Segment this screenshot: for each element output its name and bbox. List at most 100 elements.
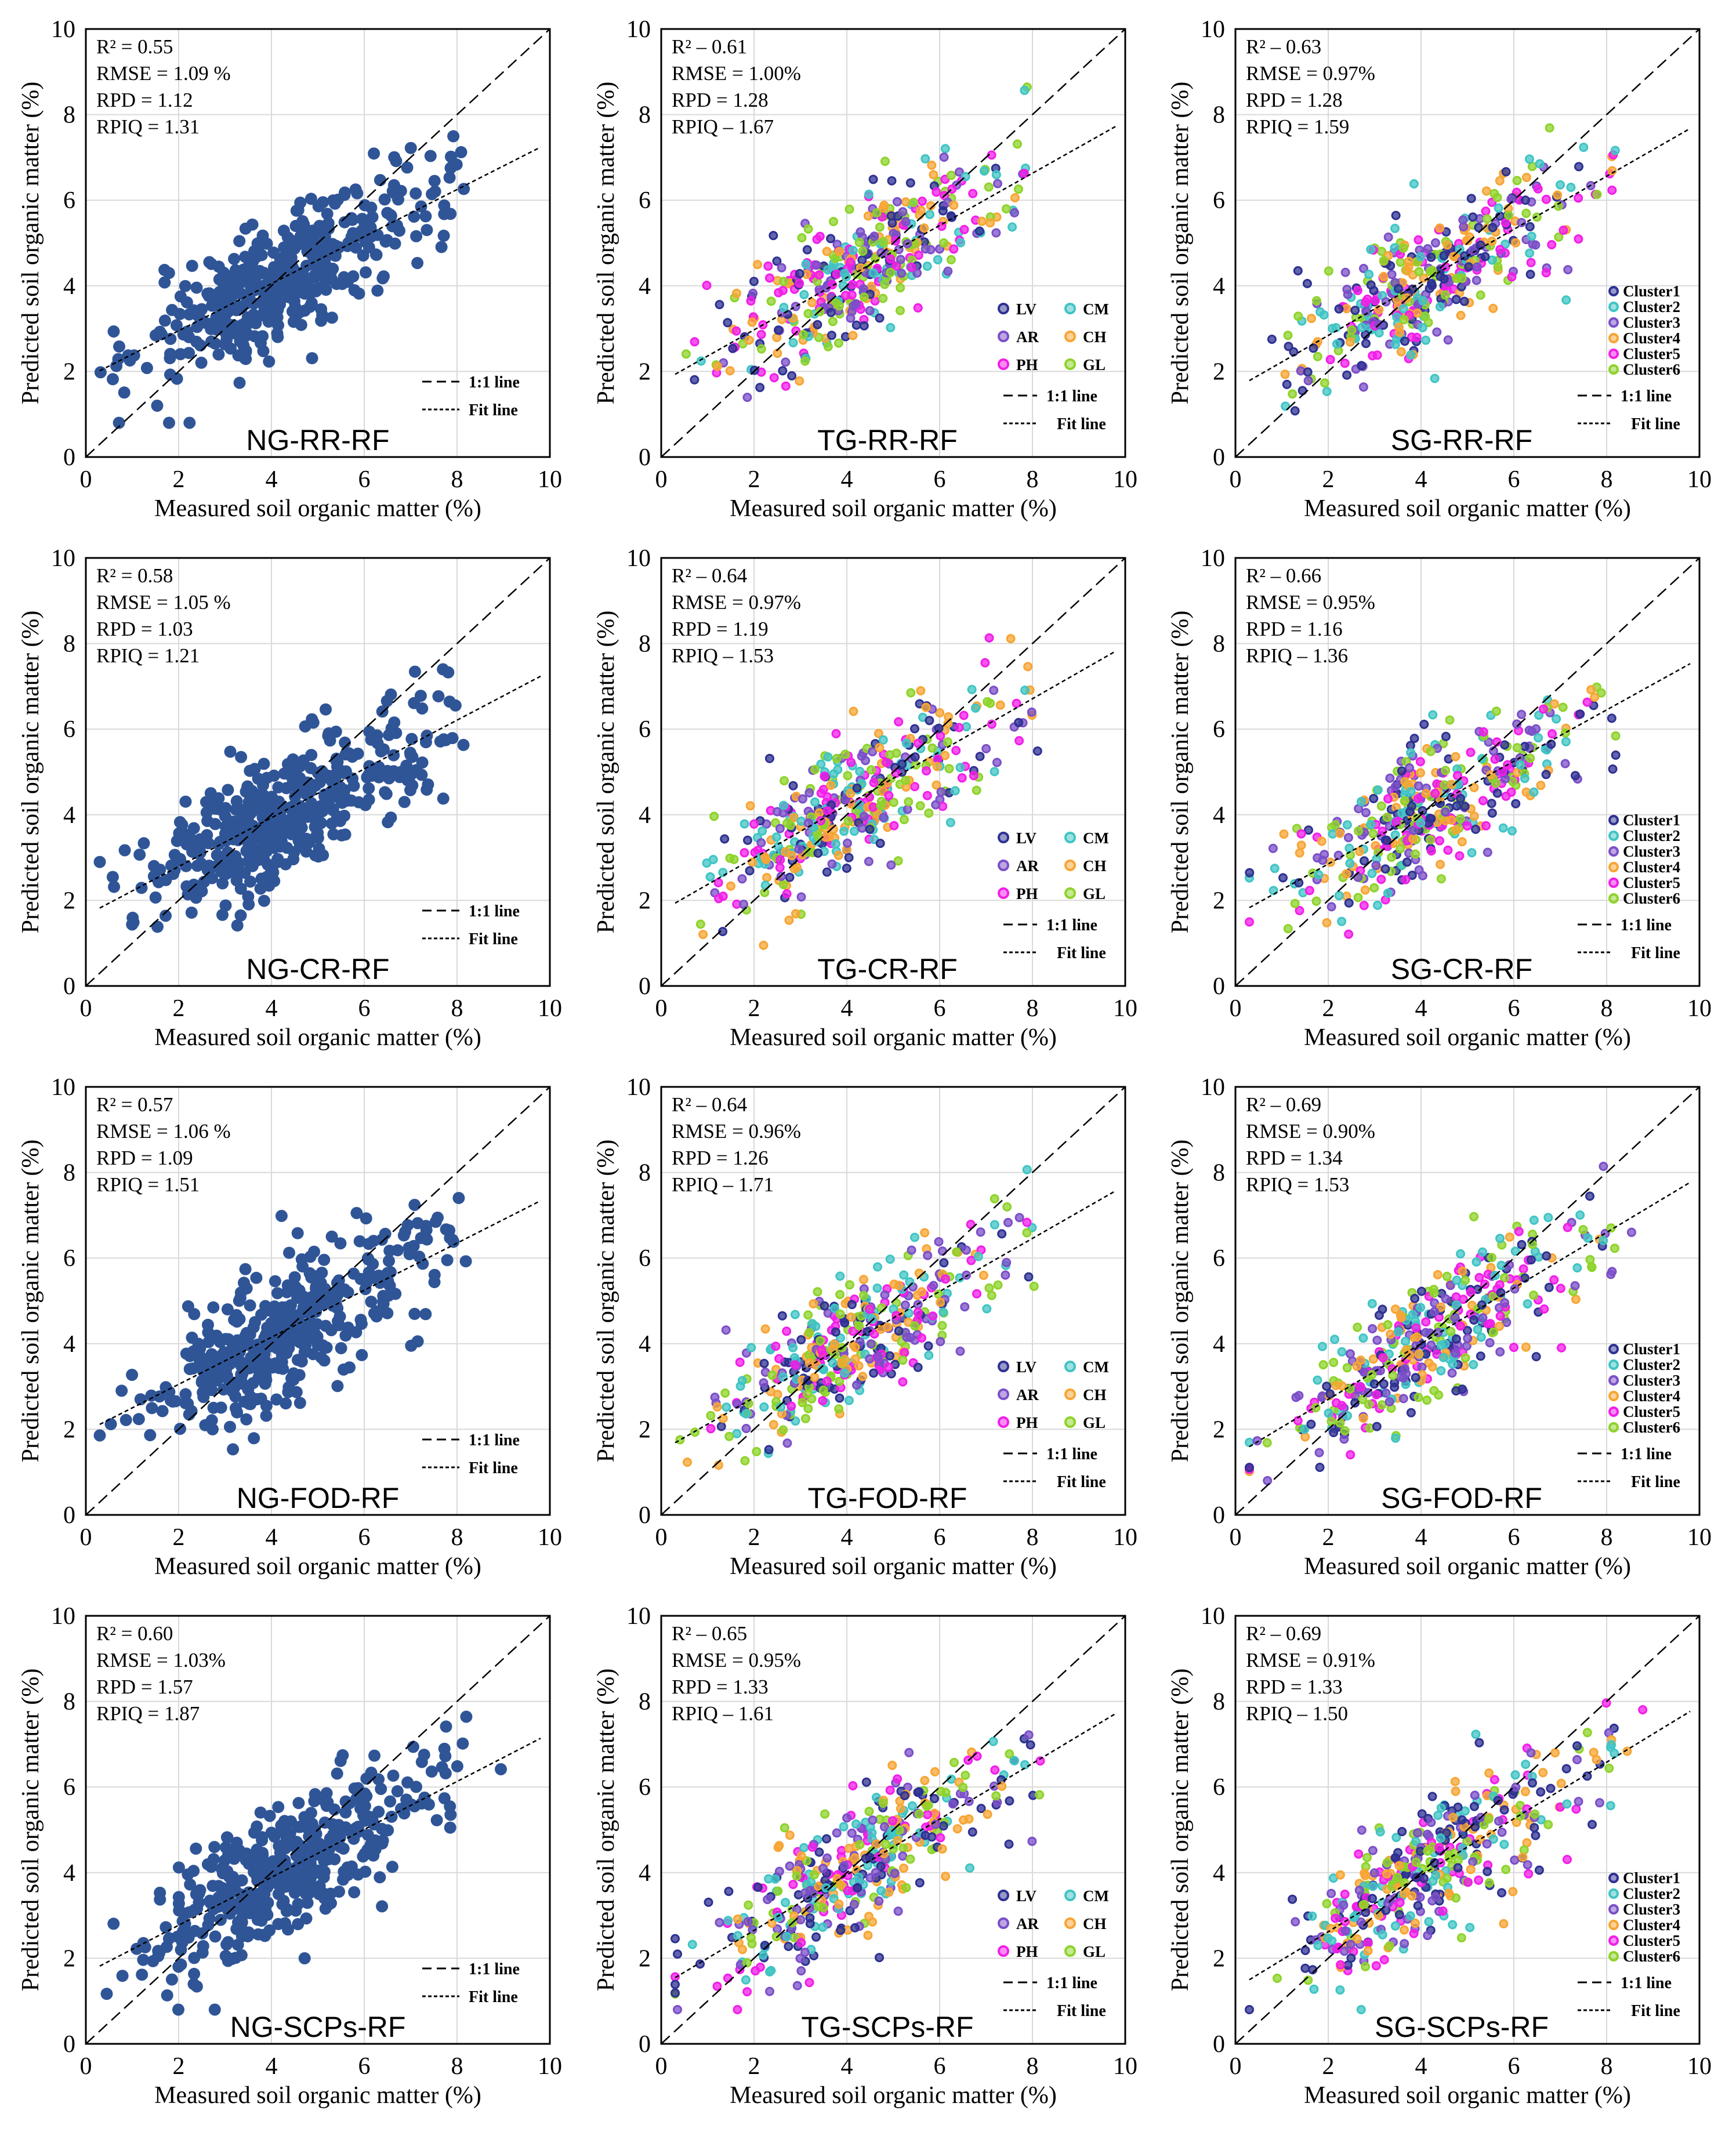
- data-point: [271, 1287, 284, 1300]
- data-point: [787, 851, 797, 861]
- legend-marker: [1608, 317, 1619, 328]
- data-point: [848, 331, 858, 340]
- data-point: [1406, 1408, 1416, 1417]
- x-tick-label: 10: [538, 995, 562, 1022]
- legend-label: PH: [1016, 1414, 1038, 1431]
- data-point: [318, 1253, 331, 1266]
- data-point: [1473, 1325, 1483, 1335]
- data-point: [934, 1237, 944, 1246]
- data-point: [868, 175, 878, 184]
- legend-marker: [1064, 1361, 1076, 1372]
- data-point: [289, 220, 302, 233]
- data-point: [1382, 813, 1392, 822]
- data-point: [745, 866, 755, 876]
- data-point: [813, 320, 822, 329]
- data-point: [183, 1350, 196, 1362]
- data-point: [132, 1413, 145, 1426]
- data-point: [247, 842, 259, 854]
- data-point: [1369, 793, 1379, 803]
- data-point: [1607, 713, 1617, 723]
- data-point: [787, 1401, 796, 1411]
- panel-title: NG-FOD-RF: [237, 1482, 400, 1514]
- data-point: [256, 1834, 269, 1847]
- data-point: [1418, 322, 1427, 332]
- data-point: [263, 355, 276, 368]
- data-point: [796, 1335, 806, 1344]
- data-point: [822, 806, 832, 816]
- data-point: [154, 1887, 166, 1899]
- data-point: [907, 1801, 917, 1811]
- data-point: [206, 872, 218, 884]
- legend-label: PH: [1016, 885, 1038, 902]
- data-point: [378, 270, 390, 283]
- data-point: [1493, 262, 1503, 272]
- data-point: [1447, 815, 1456, 825]
- data-point: [1385, 773, 1395, 783]
- data-point: [804, 1350, 814, 1359]
- data-point: [251, 1888, 264, 1901]
- data-point: [928, 1311, 938, 1321]
- x-tick-label: 8: [1027, 1524, 1039, 1551]
- one-to-one-line: [85, 557, 550, 987]
- data-point: [1436, 860, 1445, 869]
- data-point: [263, 1810, 276, 1822]
- y-tick-label: 8: [639, 102, 651, 129]
- data-point: [1023, 662, 1033, 672]
- data-point: [267, 803, 280, 815]
- data-point: [242, 890, 255, 903]
- data-point: [1434, 1390, 1444, 1400]
- data-point: [267, 246, 280, 259]
- legend-label: Cluster6: [1623, 1419, 1680, 1436]
- data-point: [185, 907, 198, 919]
- data-point: [718, 1413, 728, 1423]
- data-point: [885, 1351, 894, 1361]
- data-point: [408, 1199, 421, 1211]
- data-point: [174, 290, 187, 303]
- data-point: [1366, 245, 1376, 255]
- data-point: [1426, 1340, 1436, 1350]
- data-point: [1426, 252, 1436, 262]
- y-tick-label: 6: [63, 1245, 75, 1272]
- data-point: [1359, 263, 1368, 273]
- data-point: [1020, 85, 1030, 95]
- data-point: [1267, 335, 1277, 344]
- data-point: [160, 873, 172, 886]
- data-point: [1560, 728, 1570, 738]
- data-point: [1001, 204, 1011, 214]
- legend-label: Cluster1: [1623, 1340, 1680, 1358]
- data-point: [1539, 704, 1548, 714]
- data-points: [93, 1192, 472, 1456]
- data-point: [1599, 1236, 1608, 1245]
- data-point: [1361, 808, 1371, 818]
- x-axis-label: Measured soil organic matter (%): [1304, 495, 1631, 522]
- legend-label: CM: [1083, 300, 1109, 318]
- x-axis-label: Measured soil organic matter (%): [730, 1553, 1057, 1580]
- data-point: [272, 1801, 285, 1814]
- stat-line: R² = 0.57: [96, 1093, 173, 1116]
- data-point: [915, 210, 925, 220]
- data-point: [183, 416, 196, 429]
- data-point: [325, 1324, 338, 1336]
- y-tick-label: 4: [1213, 802, 1225, 829]
- data-point: [780, 776, 789, 786]
- data-point: [1521, 195, 1530, 205]
- data-point: [160, 909, 172, 922]
- data-point: [850, 1343, 860, 1352]
- y-tick-label: 8: [1213, 102, 1225, 129]
- data-point: [886, 322, 896, 332]
- data-point: [1317, 1393, 1327, 1402]
- data-point: [347, 270, 360, 282]
- data-point: [324, 734, 336, 747]
- data-point: [1586, 685, 1596, 695]
- data-point: [835, 1376, 845, 1386]
- legend-label: Cluster5: [1623, 1403, 1680, 1420]
- data-point: [1405, 763, 1414, 773]
- data-point: [370, 1310, 383, 1323]
- data-point: [244, 875, 256, 888]
- data-point: [1027, 1223, 1037, 1232]
- legend-label: Cluster3: [1623, 1372, 1680, 1389]
- data-point: [1262, 1438, 1272, 1448]
- data-point: [239, 222, 252, 235]
- data-point: [224, 745, 237, 758]
